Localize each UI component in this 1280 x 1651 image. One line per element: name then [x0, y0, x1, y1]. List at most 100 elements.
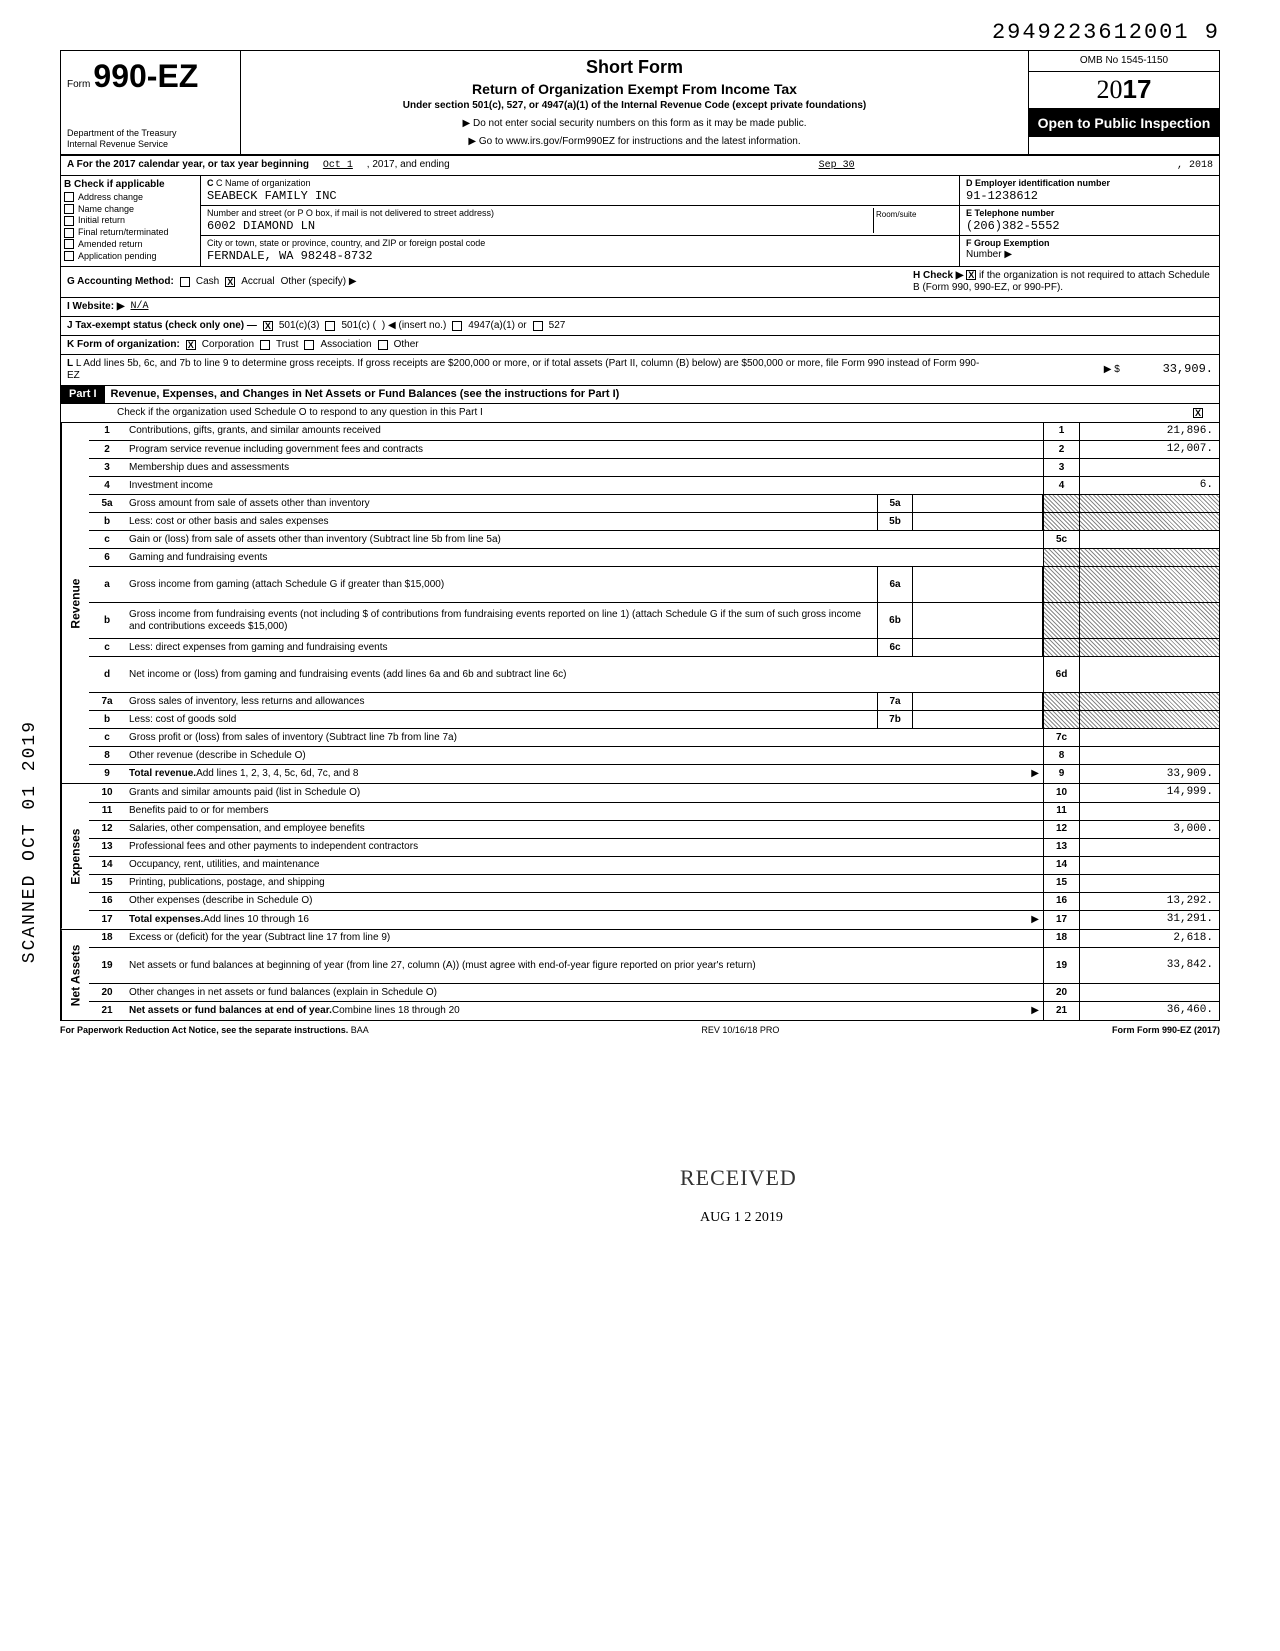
line-box-number	[1043, 513, 1079, 530]
j-opt2: 501(c) (	[341, 320, 375, 332]
k-other-check[interactable]	[378, 340, 388, 350]
g-accrual-check[interactable]	[225, 277, 235, 287]
phone: (206)382-5552	[966, 219, 1213, 233]
footer: For Paperwork Reduction Act Notice, see …	[60, 1021, 1220, 1040]
section-b-checkbox[interactable]	[64, 204, 74, 214]
part1-check-row: Check if the organization used Schedule …	[60, 404, 1220, 423]
inspection-label: Open to Public Inspection	[1029, 109, 1219, 138]
section-b-checkbox[interactable]	[64, 251, 74, 261]
row-number: 3	[89, 460, 125, 476]
form-id-box: Form 990-EZ Department of the Treasury I…	[61, 51, 241, 153]
k-corp-check[interactable]	[186, 340, 196, 350]
row-number: 4	[89, 478, 125, 494]
table-row: 2Program service revenue including gover…	[89, 441, 1219, 459]
line-box-number: 19	[1043, 948, 1079, 983]
section-b-checkbox[interactable]	[64, 228, 74, 238]
row-description: Gaming and fundraising events	[125, 550, 1043, 566]
table-row: cGain or (loss) from sale of assets othe…	[89, 531, 1219, 549]
table-row: 16Other expenses (describe in Schedule O…	[89, 893, 1219, 911]
line-box-value	[1079, 839, 1219, 856]
table-row: 15Printing, publications, postage, and s…	[89, 875, 1219, 893]
row-description: Less: direct expenses from gaming and fu…	[125, 640, 877, 656]
g-prefix: G Accounting Method:	[67, 276, 174, 288]
line-box-value	[1079, 549, 1219, 566]
table-row: 5aGross amount from sale of assets other…	[89, 495, 1219, 513]
title-note1: ▶ Do not enter social security numbers o…	[251, 118, 1018, 130]
mini-box-value	[913, 495, 1043, 512]
table-row: 9Total revenue. Add lines 1, 2, 3, 4, 5c…	[89, 765, 1219, 783]
mini-box-number: 5b	[877, 513, 913, 530]
title-box: Short Form Return of Organization Exempt…	[241, 51, 1029, 153]
line-box-number: 5c	[1043, 531, 1079, 548]
footer-right: Form Form 990-EZ (2017)	[1112, 1025, 1220, 1036]
f-label2: Number ▶	[966, 249, 1213, 261]
j-527-check[interactable]	[533, 321, 543, 331]
expenses-label: Expenses	[61, 784, 89, 929]
k-assoc: Association	[320, 339, 371, 351]
mini-box-value	[913, 567, 1043, 602]
section-b-header: B Check if applicable	[64, 179, 197, 191]
row-number: b	[89, 613, 125, 629]
row-description: Gross amount from sale of assets other t…	[125, 496, 877, 512]
j-501c3-check[interactable]	[263, 321, 273, 331]
table-row: 21Net assets or fund balances at end of …	[89, 1002, 1219, 1020]
line-box-number: 21	[1043, 1002, 1079, 1020]
table-row: 12Salaries, other compensation, and empl…	[89, 821, 1219, 839]
row-description: Net assets or fund balances at beginning…	[125, 958, 1043, 974]
line-box-value: 31,291.	[1079, 911, 1219, 929]
form-prefix: Form	[67, 79, 90, 90]
j-501c-check[interactable]	[325, 321, 335, 331]
form-number: 990-EZ	[93, 58, 198, 94]
line-box-number	[1043, 549, 1079, 566]
website: N/A	[131, 301, 149, 313]
dept-label: Department of the Treasury Internal Reve…	[67, 128, 177, 150]
h-text: H Check ▶	[913, 270, 963, 281]
line-box-number: 14	[1043, 857, 1079, 874]
row-description: Other expenses (describe in Schedule O)	[125, 893, 1043, 909]
c-addr-label: Number and street (or P O box, if mail i…	[207, 208, 873, 219]
line-box-number	[1043, 603, 1079, 638]
section-bcdef: B Check if applicable Address changeName…	[60, 176, 1220, 267]
section-b-checkbox[interactable]	[64, 192, 74, 202]
row-number: 18	[89, 930, 125, 946]
d-label: D Employer identification number	[966, 178, 1213, 189]
line-box-value	[1079, 803, 1219, 820]
line-box-value: 21,896.	[1079, 423, 1219, 440]
section-c: C C Name of organization SEABECK FAMILY …	[201, 176, 959, 266]
c-name-label: C C Name of organization	[207, 178, 953, 189]
table-row: 19Net assets or fund balances at beginni…	[89, 948, 1219, 984]
mini-box-value	[913, 711, 1043, 728]
mini-box-number: 6c	[877, 639, 913, 656]
row-number: b	[89, 514, 125, 530]
row-description: Contributions, gifts, grants, and simila…	[125, 423, 1043, 439]
row-description: Less: cost of goods sold	[125, 712, 877, 728]
mini-box-value	[913, 603, 1043, 638]
section-b-checkbox[interactable]	[64, 216, 74, 226]
section-b-label: Initial return	[78, 215, 125, 226]
line-box-value	[1079, 495, 1219, 512]
table-row: bLess: cost of goods sold7b	[89, 711, 1219, 729]
row-description: Gain or (loss) from sale of assets other…	[125, 532, 1043, 548]
line-box-value: 3,000.	[1079, 821, 1219, 838]
row-description: Grants and similar amounts paid (list in…	[125, 785, 1043, 801]
line-k: K Form of organization: Corporation Trus…	[60, 336, 1220, 355]
j-4947-check[interactable]	[452, 321, 462, 331]
j-opt1: 501(c)(3)	[279, 320, 320, 332]
g-cash-check[interactable]	[180, 277, 190, 287]
section-b-item: Application pending	[64, 251, 197, 262]
table-row: 4Investment income46.	[89, 477, 1219, 495]
section-b-item: Amended return	[64, 239, 197, 250]
k-assoc-check[interactable]	[304, 340, 314, 350]
line-box-number: 17	[1043, 911, 1079, 929]
section-b-checkbox[interactable]	[64, 239, 74, 249]
row-number: 13	[89, 839, 125, 855]
part1-check[interactable]	[1193, 408, 1203, 418]
k-other: Other	[394, 339, 419, 351]
h-check[interactable]	[966, 270, 976, 280]
row-number: c	[89, 532, 125, 548]
line-box-value	[1079, 567, 1219, 602]
title-under: Under section 501(c), 527, or 4947(a)(1)…	[251, 100, 1018, 112]
k-trust-check[interactable]	[260, 340, 270, 350]
line-box-value	[1079, 639, 1219, 656]
line-box-number: 12	[1043, 821, 1079, 838]
